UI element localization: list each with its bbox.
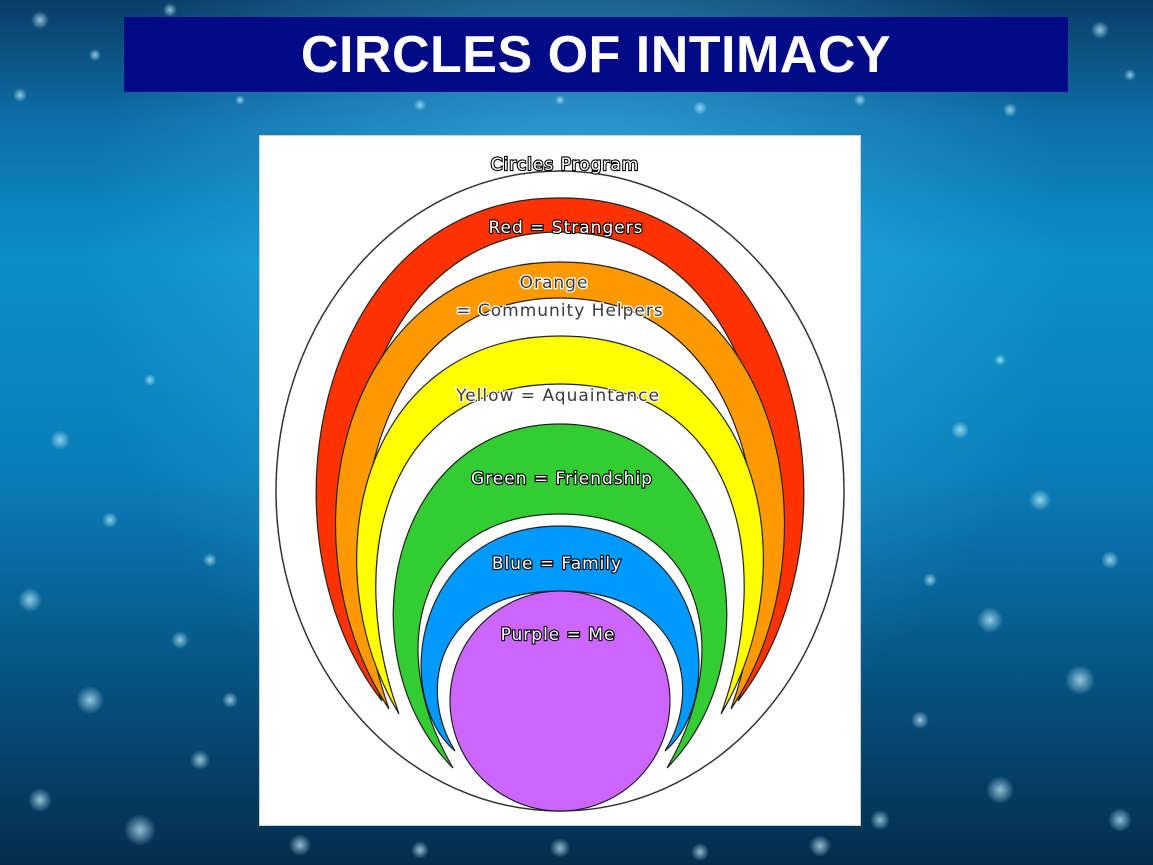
- circle-band-green: [392, 423, 728, 769]
- band-green-shape: [392, 423, 728, 769]
- diagram-heading: Circles Program: [491, 155, 640, 175]
- title-bar: CIRCLES OF INTIMACY: [124, 17, 1068, 92]
- label-green: Green = Friendship: [471, 469, 653, 489]
- circle-band-orange: [334, 261, 786, 710]
- band-red-shape: [315, 197, 805, 702]
- circles-diagram-card: Circles Program Red = Strangers Orange =…: [259, 135, 861, 826]
- label-purple: Purple = Me: [501, 625, 616, 645]
- label-blue: Blue = Family: [492, 554, 622, 574]
- label-red: Red = Strangers: [488, 218, 643, 238]
- band-orange-shape: [334, 261, 786, 710]
- circle-purple: [449, 590, 671, 812]
- slide-title: CIRCLES OF INTIMACY: [300, 25, 892, 84]
- purple-circle-shape: [449, 590, 671, 812]
- circle-band-yellow: [356, 335, 764, 715]
- label-orange-line1: Orange: [520, 273, 589, 293]
- circle-band-blue: [420, 525, 700, 752]
- band-yellow-shape: [356, 335, 764, 715]
- band-blue-shape: [420, 525, 700, 752]
- circle-band-red: [315, 197, 805, 702]
- label-orange-line2: = Community Helpers: [456, 301, 664, 321]
- circles-diagram: Circles Program Red = Strangers Orange =…: [275, 154, 845, 812]
- label-yellow: Yellow = Aquaintance: [455, 386, 660, 406]
